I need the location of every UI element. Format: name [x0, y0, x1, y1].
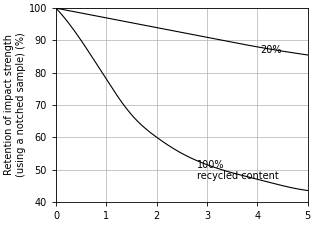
Text: 100%
recycled content: 100% recycled content — [197, 160, 279, 181]
Text: 20%: 20% — [260, 45, 281, 55]
Y-axis label: Retention of impact strength
(using a notched sample) (%): Retention of impact strength (using a no… — [4, 33, 26, 177]
